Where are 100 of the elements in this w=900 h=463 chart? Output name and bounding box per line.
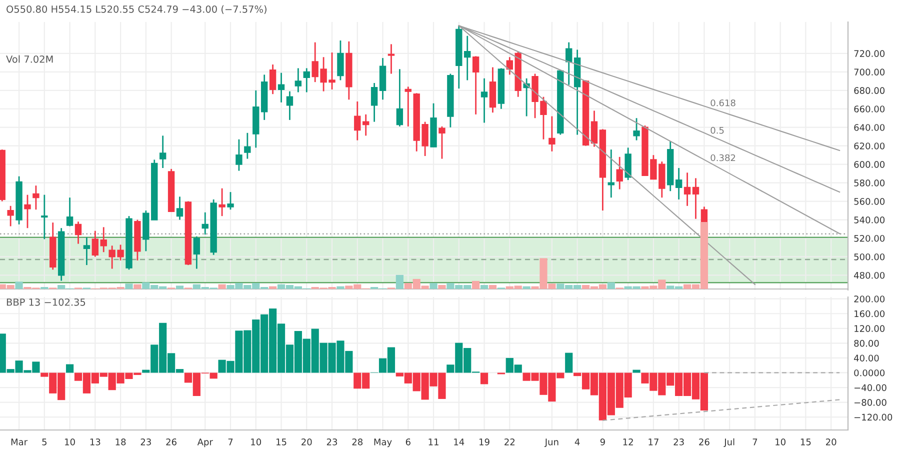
y-tick-label: 720.00 (854, 50, 885, 57)
bar (218, 284, 226, 289)
candlestick (684, 172, 691, 207)
y-tick-label: 620.00 (854, 142, 885, 150)
y-tick-label: 160.00 (854, 310, 885, 318)
candlestick (480, 78, 488, 124)
x-tick-label: 5 (42, 438, 46, 446)
candlestick (286, 90, 294, 121)
candlestick (616, 156, 623, 190)
candlestick (236, 138, 242, 172)
x-tick-label: 26 (166, 438, 176, 446)
candlestick (548, 116, 556, 152)
x-tick-label: 13 (90, 438, 100, 446)
candlestick (354, 100, 361, 141)
x-tick-label: 7 (228, 438, 233, 446)
x-tick-label: 9 (600, 438, 605, 446)
x-tick-label: 23 (140, 438, 151, 446)
candlestick (193, 236, 200, 270)
candlestick (675, 167, 682, 200)
x-tick-label: 7 (752, 438, 758, 446)
candlestick (566, 42, 572, 86)
candlestick (7, 205, 14, 227)
candlestick (278, 72, 285, 104)
x-tick-label: 10 (776, 438, 786, 446)
x-tick-label: 18 (116, 438, 126, 446)
series-label: 0.382 (710, 154, 736, 162)
x-tick-label: Mar (11, 438, 28, 446)
line-series (602, 399, 840, 421)
candlestick (633, 117, 640, 141)
x-tick-label: 4 (574, 438, 580, 446)
x-tick-label: 17 (648, 438, 658, 446)
candlestick (404, 86, 412, 128)
y-tick-label: 660.00 (854, 106, 885, 112)
y-tick-label: 120.00 (854, 325, 885, 332)
bar (438, 284, 446, 289)
x-tick-label: May (374, 438, 392, 448)
candlestick (92, 230, 99, 258)
y-tick-label: 580.00 (854, 180, 885, 186)
x-tick-label: 19 (480, 438, 490, 446)
bar (522, 286, 530, 289)
y-tick-label: 40.00 (854, 354, 879, 362)
candlestick (176, 196, 184, 220)
x-tick-label: 20 (302, 438, 312, 446)
bar (480, 372, 488, 384)
y-tick-label: 0.0000 (854, 369, 885, 376)
candlestick (24, 194, 31, 229)
bar (565, 352, 573, 373)
x-tick-label: 23 (674, 438, 684, 446)
candlestick (218, 188, 226, 217)
series-label: 0.618 (710, 99, 736, 106)
candlestick (438, 126, 446, 160)
y-tick-label: 560.00 (854, 198, 885, 205)
bar (176, 286, 184, 289)
candlestick (83, 236, 90, 266)
candlestick (159, 134, 166, 169)
y-tick-label: 480.00 (854, 272, 885, 279)
bar (488, 284, 497, 289)
x-tick-label: 15 (276, 438, 286, 446)
bar (430, 282, 438, 289)
chart-title: BBP 13 −102.35 (6, 298, 86, 306)
candlestick (66, 196, 74, 227)
candlestick (370, 82, 378, 122)
candlestick (362, 114, 370, 136)
candlestick (303, 68, 310, 93)
chart-title: Vol 7.02M (6, 55, 53, 63)
x-tick-label: 20 (826, 438, 836, 446)
y-tick-label: 500.00 (854, 253, 885, 260)
x-tick-label: 10 (251, 438, 262, 446)
x-tick-label: Jun (544, 438, 558, 447)
bar (268, 286, 277, 289)
x-tick-label: Apr (197, 438, 213, 448)
candlestick (41, 194, 48, 240)
candlestick (269, 64, 276, 95)
y-tick-label: 520.00 (854, 234, 885, 242)
x-tick-label: 28 (352, 438, 363, 446)
x-tick-label: 23 (326, 438, 338, 446)
candlestick (244, 132, 251, 160)
bar (125, 284, 133, 289)
text: O550.80 H554.15 L520.55 C524.79 −43.00 (−7.57%) (6, 5, 266, 14)
x-tick-label: Jul (724, 438, 734, 447)
y-tick-label: −80.00 (854, 399, 886, 406)
bar (336, 286, 344, 289)
candlestick (624, 146, 632, 181)
x-tick-label: 11 (428, 438, 438, 446)
candlestick (472, 56, 480, 116)
candlestick (294, 68, 302, 93)
candlestick (396, 68, 404, 128)
x-tick-label: 22 (504, 438, 514, 446)
y-tick-label: 700.00 (854, 68, 885, 76)
x-tick-label: 10 (65, 438, 75, 446)
candlestick (337, 40, 344, 81)
y-tick-label: 600.00 (854, 161, 885, 168)
y-tick-label: 640.00 (854, 124, 885, 131)
bar (480, 284, 488, 289)
candlestick (388, 43, 395, 74)
x-tick-label: 6 (406, 438, 410, 446)
y-tick-label: −40.00 (854, 384, 886, 392)
bar (396, 274, 404, 289)
candlestick (692, 177, 700, 220)
y-tick-label: 80.00 (854, 340, 879, 347)
